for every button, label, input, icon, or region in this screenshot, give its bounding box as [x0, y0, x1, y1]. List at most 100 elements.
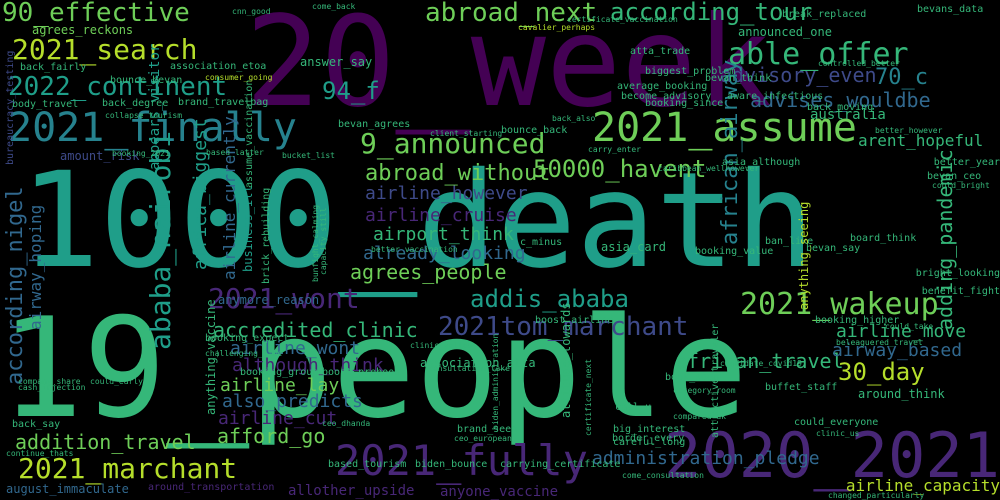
cloud-word: beleaguered_travel [836, 338, 923, 347]
cloud-word: could_take [885, 322, 934, 331]
cloud-word: according_nigel [3, 186, 28, 385]
cloud-word: arent_hopeful [858, 131, 984, 150]
cloud-word: bounce_bevan [110, 75, 183, 86]
cloud-word: booking_2021 [112, 149, 170, 158]
cloud-word: answer_say [300, 55, 373, 69]
cloud-word: anymore_reason [218, 293, 320, 307]
cloud-word: booking_group [240, 367, 319, 378]
cloud-word: company_share [18, 377, 81, 386]
cloud-word: controlled_better [818, 59, 900, 68]
cloud-word: back_also [552, 114, 596, 123]
cloud-word: business_ill [241, 185, 255, 272]
cloud-word: better_however [875, 126, 943, 135]
cloud-word: bevan_agrees [338, 119, 411, 130]
cloud-word: already_looking [363, 243, 526, 264]
cloud-word: addis_ababa [470, 285, 629, 313]
cloud-word: 30_day [838, 358, 925, 386]
cloud-word: boost_airline [535, 315, 614, 326]
cloud-word: back_degree [102, 98, 169, 109]
cloud-word: 2021_finally [8, 105, 297, 151]
cloud-word: average_booking [617, 81, 708, 92]
cloud-word: bucket_list [282, 151, 335, 160]
cloud-word: administration_pledge [592, 448, 820, 469]
cloud-word: allother_upside [288, 483, 415, 499]
cloud-word: book_soon [665, 372, 720, 383]
cloud-word: certificate_next [584, 358, 593, 436]
cloud-word: candidate_covid19 [720, 359, 802, 368]
cloud-word: 9_announced [360, 127, 546, 160]
cloud-word: ceo_european [454, 434, 512, 443]
cloud-word: biden_bounce [415, 459, 488, 470]
cloud-word: 70_c [875, 65, 928, 90]
cloud-word: clinic_yellow [410, 341, 473, 350]
cloud-word: 90_effective [2, 0, 190, 28]
cloud-word: accredited_clinic [213, 318, 418, 342]
cloud-word: better_vaccination [371, 245, 458, 254]
cloud-word: back_fairly [20, 62, 87, 73]
cloud-word: bevan_say [806, 243, 861, 254]
cloud-word: abroad_without [365, 161, 551, 186]
cloud-word: airport_think [373, 224, 514, 245]
cloud-word: booking_value [695, 246, 774, 257]
cloud-word: 2021_wakeup [740, 287, 939, 322]
cloud-word: border_every [612, 433, 685, 444]
cloud-word: 19_people [0, 288, 748, 449]
cloud-word: anything_seeing [797, 201, 811, 310]
cloud-word: booking_higher [815, 315, 900, 326]
cloud-word: compared_uk [673, 412, 726, 421]
cloud-word: airline_wont [230, 338, 361, 359]
cloud-word: bevan_think [705, 73, 772, 84]
cloud-word: airway_based [832, 340, 963, 361]
cloud-word: brick_rebuilding [261, 187, 272, 284]
cloud-word: 2021_assume [592, 105, 857, 151]
cloud-word: bevan_ceo [927, 171, 982, 182]
cloud-word: cash_injection [18, 383, 86, 392]
cloud-word: also_predicts [222, 391, 363, 412]
cloud-word: asia_although [722, 157, 801, 168]
cloud-word: 50000_havent [533, 155, 707, 183]
cloud-word: 2021_marchant [18, 452, 238, 485]
cloud-word: big_interest [613, 424, 686, 435]
cloud-word: board_think [850, 233, 917, 244]
cloud-word: attitude_towards [559, 302, 573, 418]
cloud-word: australia [810, 107, 886, 123]
cloud-word: cavalier_perhaps [518, 23, 596, 32]
cloud-word: carry_enter [588, 145, 641, 154]
cloud-word: benefit_fight [921, 286, 1000, 297]
cloud-word: 2021_search [12, 33, 198, 66]
cloud-word: amount_risk [60, 149, 140, 163]
cloud-word: atta_trade [630, 46, 691, 57]
cloud-word: based_latter [206, 148, 264, 157]
cloud-word: abroad_next [425, 0, 598, 28]
cloud-word: buffet_staff [765, 382, 838, 393]
cloud-word: come_consultation [622, 471, 704, 480]
cloud-word: bounce_back [501, 125, 568, 136]
cloud-word: 2021_wont [208, 282, 360, 315]
cloud-word: africa_biggest [190, 118, 211, 270]
cloud-word: assume_vaccination [244, 79, 255, 188]
cloud-word: asia_card [601, 240, 667, 254]
cloud-word: airline_lay [220, 375, 340, 396]
cloud-word: around_transportation [148, 482, 275, 493]
cloud-word: able_offer [728, 37, 909, 72]
cloud-word: according_tour [610, 0, 813, 26]
cloud-word: bright_looking [915, 268, 1000, 279]
cloud-word: client_starting [430, 129, 503, 138]
cloud-word: brand_travelbag [178, 97, 269, 108]
cloud-word: although_think [232, 355, 384, 376]
cloud-word: airline_move [836, 321, 967, 342]
cloud-word: airline_cut [218, 408, 338, 429]
cloud-word: come_back [312, 2, 356, 11]
cloud-word: association_atta [420, 356, 536, 370]
cloud-word: back_say [12, 419, 61, 430]
cloud-word: boost_prebook [322, 367, 401, 378]
cloud-word: could_everyone [794, 417, 879, 428]
cloud-word: addition_travel [15, 430, 196, 454]
cloud-word: airline_however [365, 183, 528, 204]
cloud-word: 2021tom_marchant [438, 312, 689, 342]
cloud-word: based_tourism [328, 459, 407, 470]
cloud-word: capacity_still [319, 207, 328, 275]
cloud-word: caribbean_wellhowever [658, 164, 760, 173]
cloud-word: changed_particularly [828, 491, 925, 500]
